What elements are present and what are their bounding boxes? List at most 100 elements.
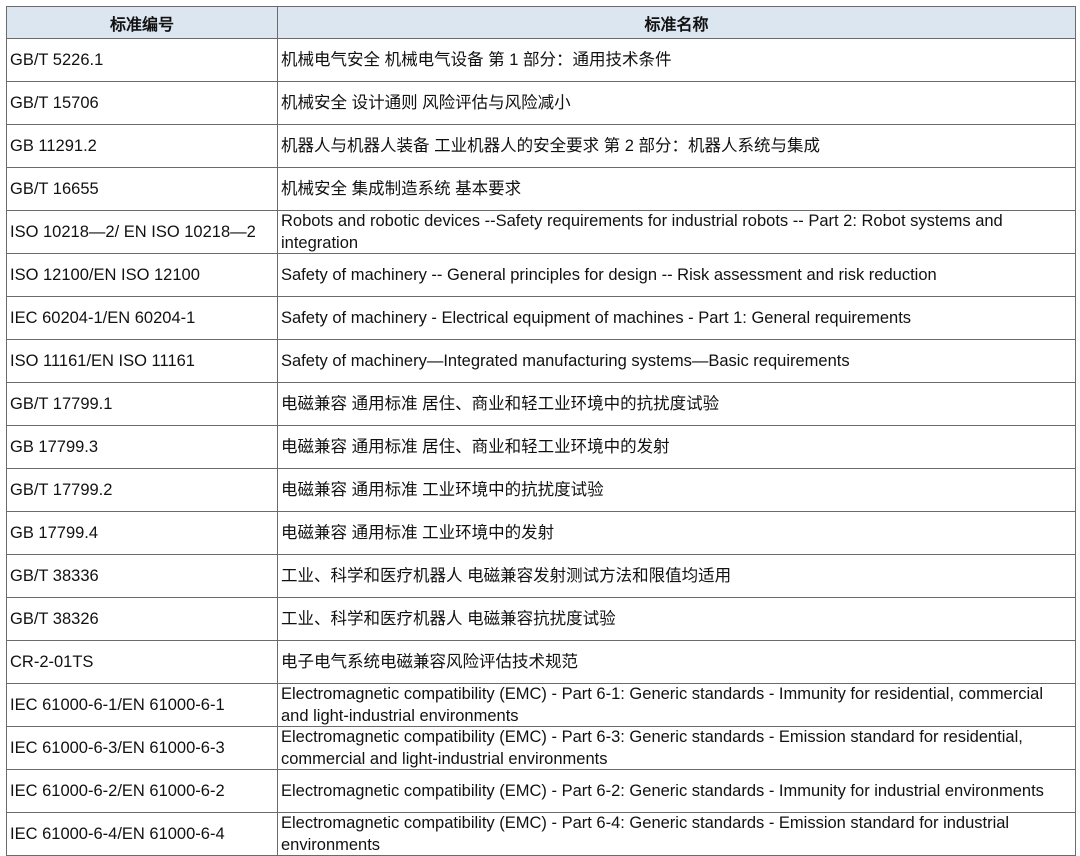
standard-number-cell: GB 17799.4 (6, 511, 278, 555)
standard-number-cell: GB/T 15706 (6, 81, 278, 125)
standard-number-cell: IEC 61000-6-3/EN 61000-6-3 (6, 726, 278, 770)
standard-number-cell: IEC 60204-1/EN 60204-1 (6, 296, 278, 340)
table-row: ISO 11161/EN ISO 11161 Safety of machiner… (6, 339, 1076, 383)
standard-number-cell: ISO 10218—2/ EN ISO 10218—2 (6, 210, 278, 254)
standards-table: 标准编号 标准名称 GB/T 5226.1 机械电气安全 机械电气设备 第 1 部… (6, 6, 1076, 856)
standard-name-cell: 电子电气系统电磁兼容风险评估技术规范 (277, 640, 1076, 684)
standard-name-cell: 机器人与机器人装备 工业机器人的安全要求 第 2 部分：机器人系统与集成 (277, 124, 1076, 168)
standard-number-cell: GB/T 16655 (6, 167, 278, 211)
standard-number: IEC 61000-6-3/EN 61000-6-3 (10, 739, 225, 757)
standard-name: 机械安全 设计通则 风险评估与风险减小 (281, 94, 571, 112)
table-row: ISO 12100/EN ISO 12100 Safety of machiner… (6, 253, 1076, 297)
standard-name-cell: Electromagnetic compatibility (EMC) - Pa… (277, 726, 1076, 770)
standard-number: GB/T 16655 (10, 180, 99, 198)
standard-name: 电磁兼容 通用标准 居住、商业和轻工业环境中的抗扰度试验 (281, 395, 720, 413)
table-row: GB/T 17799.1 电磁兼容 通用标准 居住、商业和轻工业环境中的抗扰度试验 (6, 382, 1076, 426)
standard-name: Electromagnetic compatibility (EMC) - Pa… (281, 728, 1023, 768)
standard-number-cell: CR-2-01TS (6, 640, 278, 684)
standard-number: GB/T 5226.1 (10, 51, 104, 69)
standard-name: Electromagnetic compatibility (EMC) - Pa… (281, 814, 1010, 854)
standard-number-cell: ISO 11161/EN ISO 11161 (6, 339, 278, 383)
standard-name-cell: 电磁兼容 通用标准 居住、商业和轻工业环境中的发射 (277, 425, 1076, 469)
header-row: 标准编号 标准名称 (6, 6, 1076, 39)
standard-name: 工业、科学和医疗机器人 电磁兼容发射测试方法和限值均适用 (281, 567, 732, 585)
standard-name-cell: Electromagnetic compatibility (EMC) - Pa… (277, 683, 1076, 727)
standard-number: GB/T 38326 (10, 610, 99, 628)
standard-name-cell: Safety of machinery -- General principle… (277, 253, 1076, 297)
table-row: GB 17799.3 电磁兼容 通用标准 居住、商业和轻工业环境中的发射 (6, 425, 1076, 469)
table-row: GB/T 16655 机械安全 集成制造系统 基本要求 (6, 167, 1076, 211)
standard-name: Safety of machinery -- General principle… (281, 266, 937, 284)
standard-name: Electromagnetic compatibility (EMC) - Pa… (281, 782, 1044, 800)
standard-name-cell: 电磁兼容 通用标准 居住、商业和轻工业环境中的抗扰度试验 (277, 382, 1076, 426)
standard-number-cell: GB/T 5226.1 (6, 38, 278, 82)
standard-number: ISO 12100/EN ISO 12100 (10, 266, 200, 284)
table-row: ISO 10218—2/ EN ISO 10218—2 Robots and ro… (6, 210, 1076, 254)
standard-name-cell: Robots and robotic devices --Safety requ… (277, 210, 1076, 254)
standard-number: IEC 60204-1/EN 60204-1 (10, 309, 196, 327)
standard-name: 机械电气安全 机械电气设备 第 1 部分：通用技术条件 (281, 51, 672, 69)
table-row: GB/T 15706 机械安全 设计通则 风险评估与风险减小 (6, 81, 1076, 125)
table-row: IEC 60204-1/EN 60204-1 Safety of machiner… (6, 296, 1076, 340)
standard-number: GB 17799.4 (10, 524, 99, 542)
standard-name: Electromagnetic compatibility (EMC) - Pa… (281, 685, 1043, 725)
standard-name-cell: 机械安全 集成制造系统 基本要求 (277, 167, 1076, 211)
standard-name-cell: 电磁兼容 通用标准 工业环境中的抗扰度试验 (277, 468, 1076, 512)
standard-number-cell: GB/T 17799.1 (6, 382, 278, 426)
table-row: GB 11291.2 机器人与机器人装备 工业机器人的安全要求 第 2 部分：机器… (6, 124, 1076, 168)
standard-number-cell: IEC 61000-6-2/EN 61000-6-2 (6, 769, 278, 813)
standard-number: IEC 61000-6-4/EN 61000-6-4 (10, 825, 225, 843)
standard-number-cell: GB 17799.3 (6, 425, 278, 469)
standard-name-cell: Safety of machinery—Integrated manufactu… (277, 339, 1076, 383)
header-standard-name: 标准名称 (277, 6, 1076, 39)
standard-number: IEC 61000-6-2/EN 61000-6-2 (10, 782, 225, 800)
table-row: IEC 61000-6-1/EN 61000-6-1 Electromagneti… (6, 683, 1076, 727)
table-row: IEC 61000-6-2/EN 61000-6-2 Electromagneti… (6, 769, 1076, 813)
table-row: GB/T 38326 工业、科学和医疗机器人 电磁兼容抗扰度试验 (6, 597, 1076, 641)
standard-name-cell: Safety of machinery - Electrical equipme… (277, 296, 1076, 340)
table-row: GB/T 38336 工业、科学和医疗机器人 电磁兼容发射测试方法和限值均适用 (6, 554, 1076, 598)
standard-name: Robots and robotic devices --Safety requ… (281, 212, 1003, 252)
standard-number: ISO 10218—2/ EN ISO 10218—2 (10, 223, 256, 241)
standard-number-cell: IEC 61000-6-1/EN 61000-6-1 (6, 683, 278, 727)
table-row: CR-2-01TS 电子电气系统电磁兼容风险评估技术规范 (6, 640, 1076, 684)
standard-number: GB/T 17799.2 (10, 481, 113, 499)
standard-number: CR-2-01TS (10, 653, 94, 671)
table-row: IEC 61000-6-4/EN 61000-6-4 Electromagneti… (6, 812, 1076, 856)
standard-number: GB/T 38336 (10, 567, 99, 585)
standard-name: Safety of machinery—Integrated manufactu… (281, 352, 850, 370)
standard-number: ISO 11161/EN ISO 11161 (10, 352, 195, 370)
standard-name-cell: 机械电气安全 机械电气设备 第 1 部分：通用技术条件 (277, 38, 1076, 82)
table-row: GB/T 17799.2 电磁兼容 通用标准 工业环境中的抗扰度试验 (6, 468, 1076, 512)
standard-name-cell: 工业、科学和医疗机器人 电磁兼容抗扰度试验 (277, 597, 1076, 641)
standard-number: GB 17799.3 (10, 438, 99, 456)
standard-name: Safety of machinery - Electrical equipme… (281, 309, 912, 327)
standard-name-cell: 电磁兼容 通用标准 工业环境中的发射 (277, 511, 1076, 555)
standard-number-cell: GB/T 38326 (6, 597, 278, 641)
standard-number: GB/T 17799.1 (10, 395, 113, 413)
standard-number-cell: GB/T 38336 (6, 554, 278, 598)
table-row: IEC 61000-6-3/EN 61000-6-3 Electromagneti… (6, 726, 1076, 770)
standard-name: 电磁兼容 通用标准 工业环境中的抗扰度试验 (281, 481, 604, 499)
table-row: GB 17799.4 电磁兼容 通用标准 工业环境中的发射 (6, 511, 1076, 555)
standard-name-cell: 工业、科学和医疗机器人 电磁兼容发射测试方法和限值均适用 (277, 554, 1076, 598)
standard-name-cell: Electromagnetic compatibility (EMC) - Pa… (277, 769, 1076, 813)
standard-name: 机器人与机器人装备 工业机器人的安全要求 第 2 部分：机器人系统与集成 (281, 137, 821, 155)
standard-name-cell: 机械安全 设计通则 风险评估与风险减小 (277, 81, 1076, 125)
standard-name: 电子电气系统电磁兼容风险评估技术规范 (281, 653, 578, 671)
standard-name: 机械安全 集成制造系统 基本要求 (281, 180, 522, 198)
table-row: GB/T 5226.1 机械电气安全 机械电气设备 第 1 部分：通用技术条件 (6, 38, 1076, 82)
table-body: GB/T 5226.1 机械电气安全 机械电气设备 第 1 部分：通用技术条件 GB… (6, 38, 1076, 856)
standard-number: GB/T 15706 (10, 94, 99, 112)
standard-number-cell: GB 11291.2 (6, 124, 278, 168)
standard-number-cell: ISO 12100/EN ISO 12100 (6, 253, 278, 297)
standard-name: 工业、科学和医疗机器人 电磁兼容抗扰度试验 (281, 610, 616, 628)
standard-number-cell: GB/T 17799.2 (6, 468, 278, 512)
standard-number: GB 11291.2 (10, 137, 97, 155)
standard-number: IEC 61000-6-1/EN 61000-6-1 (10, 696, 225, 714)
standard-name: 电磁兼容 通用标准 居住、商业和轻工业环境中的发射 (281, 438, 670, 456)
standard-number-cell: IEC 61000-6-4/EN 61000-6-4 (6, 812, 278, 856)
standard-name: 电磁兼容 通用标准 工业环境中的发射 (281, 524, 555, 542)
standard-name-cell: Electromagnetic compatibility (EMC) - Pa… (277, 812, 1076, 856)
header-standard-number: 标准编号 (6, 6, 278, 39)
